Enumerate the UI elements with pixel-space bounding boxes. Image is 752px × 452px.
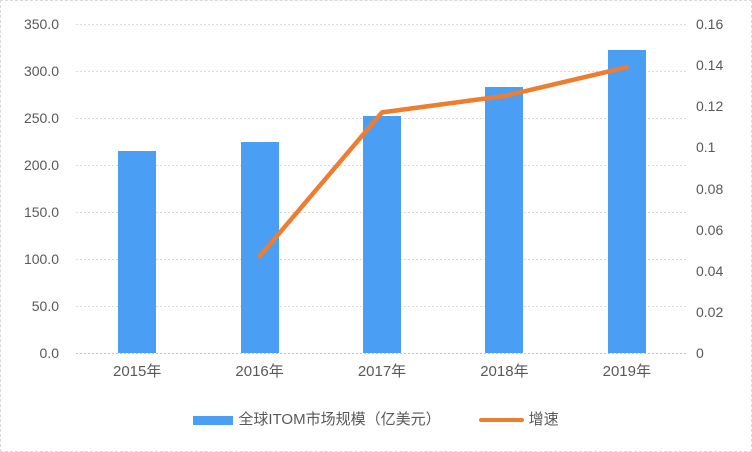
x-axis-label: 2018年	[480, 363, 529, 380]
legend-item-growth: 增速	[478, 410, 559, 430]
legend-item-market-size: 全球ITOM市场规模（亿美元）	[193, 410, 441, 430]
y-axis-right-tick: 0.08	[696, 180, 724, 197]
y-axis-right-tick: 0.1	[696, 139, 716, 156]
y-axis-left-tick: 200.0	[23, 157, 59, 173]
y-axis-right-tick: 0.16	[696, 16, 724, 32]
x-axis-label: 2015年	[113, 363, 162, 380]
y-axis-right-tick: 0.14	[696, 57, 724, 74]
y-axis-left-tick: 350.0	[23, 16, 59, 32]
x-axis-label: 2016年	[235, 363, 284, 380]
y-axis-right-tick: 0.06	[696, 221, 724, 238]
bar-2016年	[240, 141, 279, 353]
bar-2018年	[485, 86, 524, 353]
y-axis-left-tick: 250.0	[23, 110, 59, 126]
bar-2019年	[607, 50, 646, 353]
x-axis-label: 2017年	[357, 363, 407, 380]
y-axis-right-tick: 0	[696, 345, 704, 361]
y-axis-right-tick: 0.04	[696, 262, 724, 279]
bar-2015年	[118, 150, 157, 353]
plot-area	[76, 24, 688, 353]
y-axis-left-tick: 50.0	[31, 298, 59, 314]
line-series-swatch-icon	[478, 417, 524, 423]
bar-2017年	[363, 116, 401, 353]
gridline	[76, 24, 688, 25]
growth-line	[257, 64, 630, 259]
chart-legend: 全球ITOM市场规模（亿美元） 增速	[1, 410, 751, 430]
bar-series-swatch-icon	[193, 415, 234, 425]
y-axis-left-tick: 150.0	[23, 204, 59, 220]
y-axis-left-tick: 0.0	[39, 345, 59, 361]
legend-label-growth: 增速	[528, 411, 559, 428]
x-axis-label: 2019年	[602, 363, 651, 380]
line-series-layer	[257, 64, 630, 259]
gridline	[76, 71, 688, 72]
y-axis-right-tick: 0.02	[696, 303, 724, 320]
y-axis-left-tick: 300.0	[23, 63, 59, 79]
x-axis-line	[76, 353, 688, 354]
legend-label-market-size: 全球ITOM市场规模（亿美元）	[238, 411, 441, 428]
y-axis-left-tick: 100.0	[23, 251, 59, 267]
y-axis-right-tick: 0.12	[696, 98, 724, 115]
